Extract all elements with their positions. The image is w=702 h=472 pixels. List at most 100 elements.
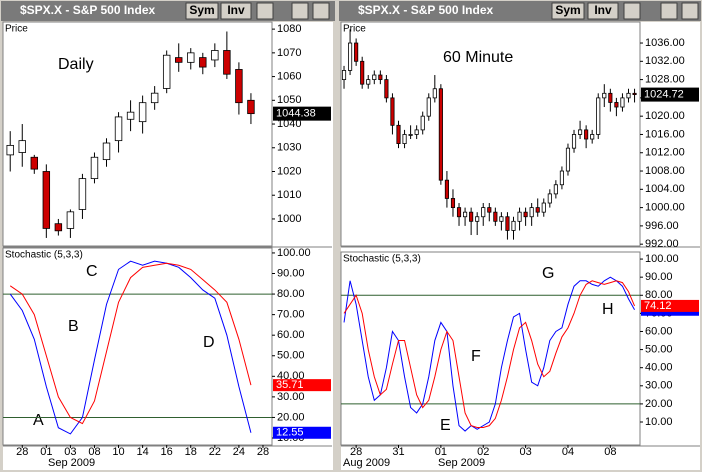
candle-body xyxy=(175,57,183,63)
candle-body xyxy=(6,144,14,156)
candle-body xyxy=(235,69,243,104)
x-tick-label: 31 xyxy=(392,446,404,458)
y-tick-label: 90.00 xyxy=(645,271,673,283)
candle-body xyxy=(408,134,413,136)
candle-body xyxy=(614,102,619,108)
y-tick-label: 100.00 xyxy=(645,253,679,265)
inv-label: Inv xyxy=(594,3,612,17)
candle-body xyxy=(493,211,498,222)
sym-button[interactable] xyxy=(551,2,585,20)
last-value-label: 35.71 xyxy=(276,379,304,391)
y-tick-label: 1028.00 xyxy=(645,74,685,86)
last-value-box xyxy=(273,379,331,392)
last-value-box xyxy=(641,299,699,312)
x-tick-label: 28 xyxy=(16,446,28,458)
y-tick-label: 20.00 xyxy=(277,411,305,423)
edit-button[interactable] xyxy=(623,2,641,20)
y-tick-label: 10.00 xyxy=(645,416,673,428)
candle-body xyxy=(54,223,63,232)
candle-body xyxy=(626,92,631,99)
sym-label: Sym xyxy=(555,3,580,17)
candle-body xyxy=(632,92,637,95)
candle-body xyxy=(66,211,75,229)
axis-label: Price xyxy=(343,24,366,35)
max-button[interactable] xyxy=(660,2,678,20)
candle-body xyxy=(199,57,207,68)
annotation: Daily xyxy=(58,56,94,73)
x-tick-label: 22 xyxy=(209,446,221,458)
max-button[interactable] xyxy=(291,2,309,20)
x-tick-label: 03 xyxy=(519,446,531,458)
candle-body xyxy=(529,207,534,218)
y-tick-label: 1004.00 xyxy=(645,183,685,195)
annotation: F xyxy=(471,348,481,365)
y-tick-label: 30.00 xyxy=(277,391,305,403)
candle-body xyxy=(469,211,474,222)
axis-label: Stochastic (5,3,3) xyxy=(343,254,421,265)
x-tick-label: 03 xyxy=(64,446,76,458)
candle-body xyxy=(559,170,564,186)
close-button[interactable] xyxy=(312,2,330,20)
sym-label: Sym xyxy=(189,3,214,17)
y-tick-label: 1012.00 xyxy=(645,147,685,159)
candle-body xyxy=(547,193,552,204)
x-tick-label: 16 xyxy=(161,446,173,458)
y-tick-label: 1032.00 xyxy=(645,55,685,67)
x-tick-label: 18 xyxy=(185,446,197,458)
candle-body xyxy=(354,42,359,62)
candle-body xyxy=(541,202,546,213)
y-tick-label: 50.00 xyxy=(645,343,673,355)
candle-body xyxy=(366,79,371,85)
candle-body xyxy=(187,52,195,63)
stochastic-line xyxy=(9,262,252,425)
inv-button[interactable] xyxy=(220,2,252,20)
plot-frame xyxy=(340,251,641,446)
x-tick-label: 08 xyxy=(604,446,616,458)
period-label: Aug 2009 xyxy=(343,457,390,469)
annotation: H xyxy=(602,301,614,318)
stochastic-line xyxy=(9,260,252,435)
candle-body xyxy=(102,142,111,161)
close-button[interactable] xyxy=(681,2,699,20)
candle-body xyxy=(487,207,492,213)
candle-body xyxy=(90,156,99,180)
candle-body xyxy=(571,134,577,149)
x-tick-label: 14 xyxy=(136,446,148,458)
y-tick-label: 992.00 xyxy=(645,238,679,250)
candle-body xyxy=(565,147,571,172)
candle-body xyxy=(341,70,347,81)
y-tick-label: 60.00 xyxy=(645,325,673,337)
y-tick-label: 1016.00 xyxy=(645,128,685,140)
edit-button[interactable] xyxy=(256,2,274,20)
candle-body xyxy=(360,60,365,85)
y-tick-label: 1030 xyxy=(277,142,301,154)
x-tick-label: 01 xyxy=(435,446,447,458)
candle-body xyxy=(150,92,159,104)
annotation: B xyxy=(68,318,79,335)
y-tick-label: 1036.00 xyxy=(645,37,685,49)
y-tick-label: 1040 xyxy=(277,118,301,130)
candle-body xyxy=(511,220,516,231)
candle-body xyxy=(438,88,443,181)
last-value-label: 1044.38 xyxy=(276,108,316,120)
candle-body xyxy=(348,42,353,71)
candle-body xyxy=(553,184,558,195)
candle-body xyxy=(426,97,431,117)
candle-body xyxy=(535,207,540,213)
y-tick-label: 1020 xyxy=(277,165,301,177)
y-tick-label: 1000.00 xyxy=(645,202,685,214)
candle-body xyxy=(42,171,51,229)
period-label: Sep 2009 xyxy=(438,457,485,469)
candle-body xyxy=(162,54,171,89)
y-tick-label: 90.00 xyxy=(277,267,305,279)
last-value-box xyxy=(641,87,699,102)
inv-button[interactable] xyxy=(587,2,619,20)
y-tick-label: 20.00 xyxy=(645,398,673,410)
y-tick-label: 1060 xyxy=(277,70,301,82)
y-tick-label: 1020.00 xyxy=(645,110,685,122)
candle-body xyxy=(584,129,589,140)
y-tick-label: 30.00 xyxy=(645,380,673,392)
x-tick-label: 28 xyxy=(350,446,362,458)
sym-button[interactable] xyxy=(185,2,219,20)
